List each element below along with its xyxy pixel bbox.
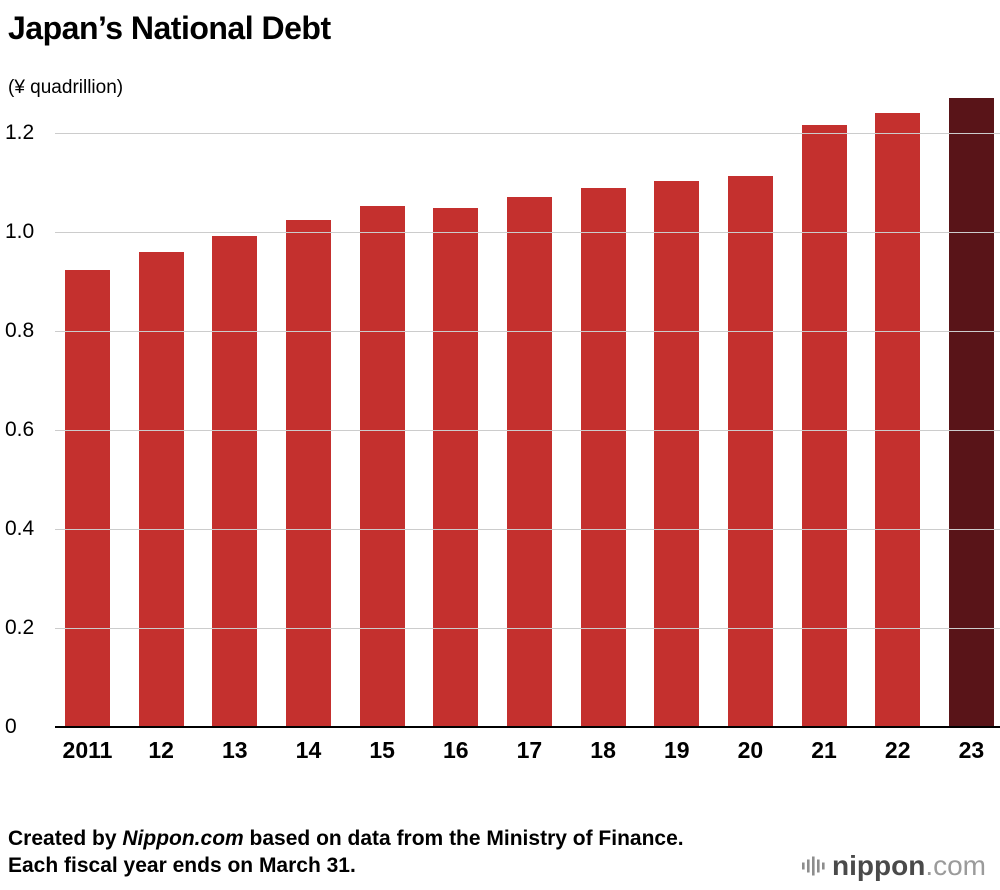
y-tick-label: 0.2 — [5, 616, 35, 639]
bar-chart: 0 0.2 0.4 0.6 0.8 1.0 1.2 — [5, 98, 1000, 738]
y-tick-label: 1.0 — [5, 220, 35, 243]
bar-20 — [727, 175, 773, 727]
gridline — [55, 529, 1000, 530]
nippon-logo[interactable]: nippon.com — [801, 852, 986, 880]
source-note-line1: Created by Nippon.com based on data from… — [8, 825, 684, 853]
y-tick-label: 1.2 — [5, 121, 35, 144]
x-tick-label: 15 — [369, 737, 395, 763]
bar-16 — [433, 207, 479, 727]
x-tick-label: 22 — [884, 737, 911, 763]
source-note-prefix: Created by — [8, 826, 123, 850]
x-tick-label: 14 — [295, 737, 322, 763]
bar-13 — [212, 236, 258, 727]
nippon-logo-text: nippon.com — [832, 852, 986, 880]
x-tick-label: 20 — [737, 737, 764, 763]
x-tick-label: 17 — [516, 737, 543, 763]
y-tick-label: 0 — [5, 715, 17, 738]
bar-14 — [285, 219, 331, 727]
x-tick-label: 18 — [590, 737, 616, 763]
nippon-logo-primary: nippon — [832, 850, 926, 881]
nippon-logo-bars-icon — [801, 854, 825, 878]
footer: Created by Nippon.com based on data from… — [8, 825, 986, 880]
x-axis-labels: 2011 12 13 14 15 16 17 18 19 20 21 22 23 — [55, 737, 1000, 764]
bar-2011 — [65, 269, 110, 727]
bar-17 — [506, 196, 552, 727]
y-tick-label: 0.6 — [5, 418, 35, 441]
bar-18 — [580, 188, 626, 727]
x-tick-label: 23 — [958, 737, 985, 763]
bar-15 — [359, 205, 405, 727]
y-tick-label: 0.8 — [5, 319, 35, 342]
source-note-suffix: based on data from the Ministry of Finan… — [243, 826, 684, 850]
bar-22 — [875, 112, 921, 727]
y-tick-label: 0.4 — [5, 517, 35, 540]
x-axis-baseline — [55, 726, 1000, 728]
y-axis-unit-label: (¥ quadrillion) — [8, 77, 124, 98]
x-tick-label: 2011 — [62, 737, 113, 763]
bar-12 — [138, 251, 184, 727]
bar-21 — [801, 125, 847, 727]
gridline — [55, 232, 1000, 233]
source-note: Created by Nippon.com based on data from… — [8, 825, 684, 880]
bar-23 — [948, 98, 994, 727]
chart-title: Japan’s National Debt — [8, 10, 331, 46]
x-tick-label: 19 — [663, 737, 690, 763]
gridline — [55, 628, 1000, 629]
x-tick-label: 13 — [222, 737, 248, 763]
x-tick-label: 12 — [148, 737, 174, 763]
gridline — [55, 430, 1000, 431]
gridline — [55, 331, 1000, 332]
bar-19 — [654, 181, 700, 727]
source-note-brand: Nippon.com — [122, 826, 244, 850]
x-tick-label: 16 — [442, 737, 469, 763]
x-tick-label: 21 — [811, 737, 837, 763]
gridline — [55, 133, 1000, 134]
nippon-logo-secondary: .com — [925, 850, 986, 881]
source-note-line2: Each fiscal year ends on March 31. — [8, 854, 356, 878]
